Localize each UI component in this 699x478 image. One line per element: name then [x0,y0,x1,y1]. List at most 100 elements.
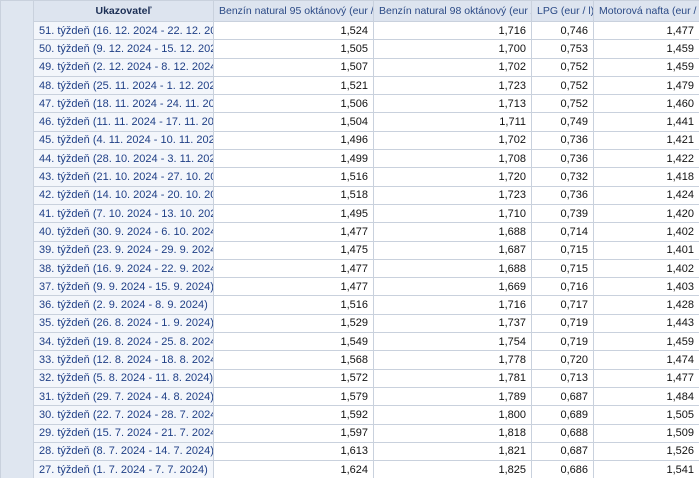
week-label: 40. týždeň (30. 9. 2024 - 6. 10. 2024) [33,222,214,242]
column-header: Benzín natural 98 oktánový (eur / l) [373,0,532,22]
price-cell: 1,475 [213,240,374,260]
week-label: 46. týždeň (11. 11. 2024 - 17. 11. 2024) [33,112,214,132]
price-cell: 1,477 [213,277,374,297]
stub-cell [0,21,34,40]
stub-cell [0,76,34,95]
stub-cell [0,204,34,223]
price-cell: 1,711 [373,112,532,132]
price-cell: 1,443 [593,313,699,334]
table-body: 51. týždeň (16. 12. 2024 - 22. 12. 2024)… [0,20,699,478]
week-label: 37. týždeň (9. 9. 2024 - 15. 9. 2024) [33,277,214,297]
price-cell: 1,402 [593,222,699,242]
column-header: Benzín natural 95 oktánový (eur / l) [213,0,374,22]
price-cell: 0,739 [531,203,594,224]
week-label: 33. týždeň (12. 8. 2024 - 18. 8. 2024) [33,350,214,370]
price-cell: 1,592 [213,405,374,425]
stub-cell [0,186,34,205]
price-cell: 0,753 [531,39,594,59]
price-cell: 1,477 [593,20,699,41]
price-cell: 1,818 [373,423,532,443]
price-cell: 1,441 [593,112,699,132]
price-cell: 1,669 [373,277,532,297]
stub-cell [0,424,34,443]
price-cell: 1,524 [213,20,374,41]
row-header-title: Ukazovateľ [33,0,214,22]
price-cell: 1,459 [593,39,699,59]
price-cell: 0,736 [531,149,594,169]
week-label: 39. týždeň (23. 9. 2024 - 29. 9. 2024) [33,240,214,260]
stub-cell [0,369,34,388]
data-row: 38. týždeň (16. 9. 2024 - 22. 9. 2024) 1,… [0,258,699,279]
price-cell: 1,700 [373,39,532,59]
price-cell: 1,579 [213,386,374,407]
price-cell: 1,688 [373,222,532,242]
week-label: 34. týždeň (19. 8. 2024 - 25. 8. 2024) [33,332,214,352]
stub-cell [0,314,34,333]
price-cell: 1,421 [593,130,699,151]
price-cell: 1,521 [213,75,374,96]
data-row: 49. týždeň (2. 12. 2024 - 8. 12. 2024) 1,… [0,57,699,77]
price-cell: 1,484 [593,386,699,407]
stub-cell [0,332,34,351]
price-cell: 1,687 [373,240,532,260]
price-cell: 1,716 [373,20,532,41]
price-cell: 1,778 [373,350,532,370]
week-label: 27. týždeň (1. 7. 2024 - 7. 7. 2024) [33,460,214,478]
price-cell: 1,505 [213,39,374,59]
price-cell: 1,716 [373,295,532,315]
price-cell: 0,716 [531,277,594,297]
price-cell: 1,572 [213,368,374,388]
week-label: 50. týždeň (9. 12. 2024 - 15. 12. 2024) [33,39,214,59]
price-cell: 1,474 [593,350,699,370]
stub-cell [0,149,34,168]
price-cell: 0,752 [531,57,594,77]
stub-cell [0,295,34,315]
data-row: 46. týždeň (11. 11. 2024 - 17. 11. 2024)… [0,112,699,132]
price-cell: 1,504 [213,112,374,132]
price-cell: 1,420 [593,203,699,224]
price-cell: 1,702 [373,57,532,77]
price-cell: 1,821 [373,441,532,462]
price-cell: 1,507 [213,57,374,77]
price-cell: 0,719 [531,313,594,334]
data-row: 32. týždeň (5. 8. 2024 - 11. 8. 2024) 1,5… [0,368,699,388]
data-row: 27. týždeň (1. 7. 2024 - 7. 7. 2024) 1,62… [0,460,699,478]
price-cell: 1,401 [593,240,699,260]
price-cell: 1,624 [213,460,374,478]
price-cell: 1,526 [593,441,699,462]
price-cell: 1,499 [213,149,374,169]
week-label: 48. týždeň (25. 11. 2024 - 1. 12. 2024) [33,75,214,96]
data-row: 45. týždeň (4. 11. 2024 - 10. 11. 2024) 1… [0,130,699,151]
data-row: 36. týždeň (2. 9. 2024 - 8. 9. 2024) 1,51… [0,295,699,315]
stub-cell [0,0,34,22]
price-cell: 0,717 [531,295,594,315]
data-row: 35. týždeň (26. 8. 2024 - 1. 9. 2024) 1,5… [0,313,699,334]
week-label: 32. týždeň (5. 8. 2024 - 11. 8. 2024) [33,368,214,388]
stub-cell [0,387,34,406]
week-label: 38. týždeň (16. 9. 2024 - 22. 9. 2024) [33,258,214,279]
stub-cell [0,58,34,77]
price-cell: 1,723 [373,75,532,96]
price-cell: 1,529 [213,313,374,334]
price-cell: 1,702 [373,130,532,151]
week-label: 42. týždeň (14. 10. 2024 - 20. 10. 2024) [33,185,214,205]
price-cell: 1,516 [213,295,374,315]
week-label: 44. týždeň (28. 10. 2024 - 3. 11. 2024) [33,149,214,169]
week-label: 31. týždeň (29. 7. 2024 - 4. 8. 2024) [33,386,214,407]
price-cell: 1,477 [213,222,374,242]
stub-cell [0,259,34,278]
price-cell: 0,686 [531,460,594,478]
price-cell: 1,713 [373,94,532,114]
data-row: 48. týždeň (25. 11. 2024 - 1. 12. 2024) 1… [0,75,699,96]
price-cell: 0,687 [531,386,594,407]
week-label: 51. týždeň (16. 12. 2024 - 22. 12. 2024) [33,20,214,41]
price-cell: 1,477 [213,258,374,279]
price-cell: 0,749 [531,112,594,132]
stub-cell [0,460,34,478]
data-row: 28. týždeň (8. 7. 2024 - 14. 7. 2024) 1,6… [0,441,699,462]
header-row: Ukazovateľ Benzín natural 95 oktánový (eu… [0,0,699,22]
price-cell: 1,789 [373,386,532,407]
price-cell: 1,495 [213,203,374,224]
